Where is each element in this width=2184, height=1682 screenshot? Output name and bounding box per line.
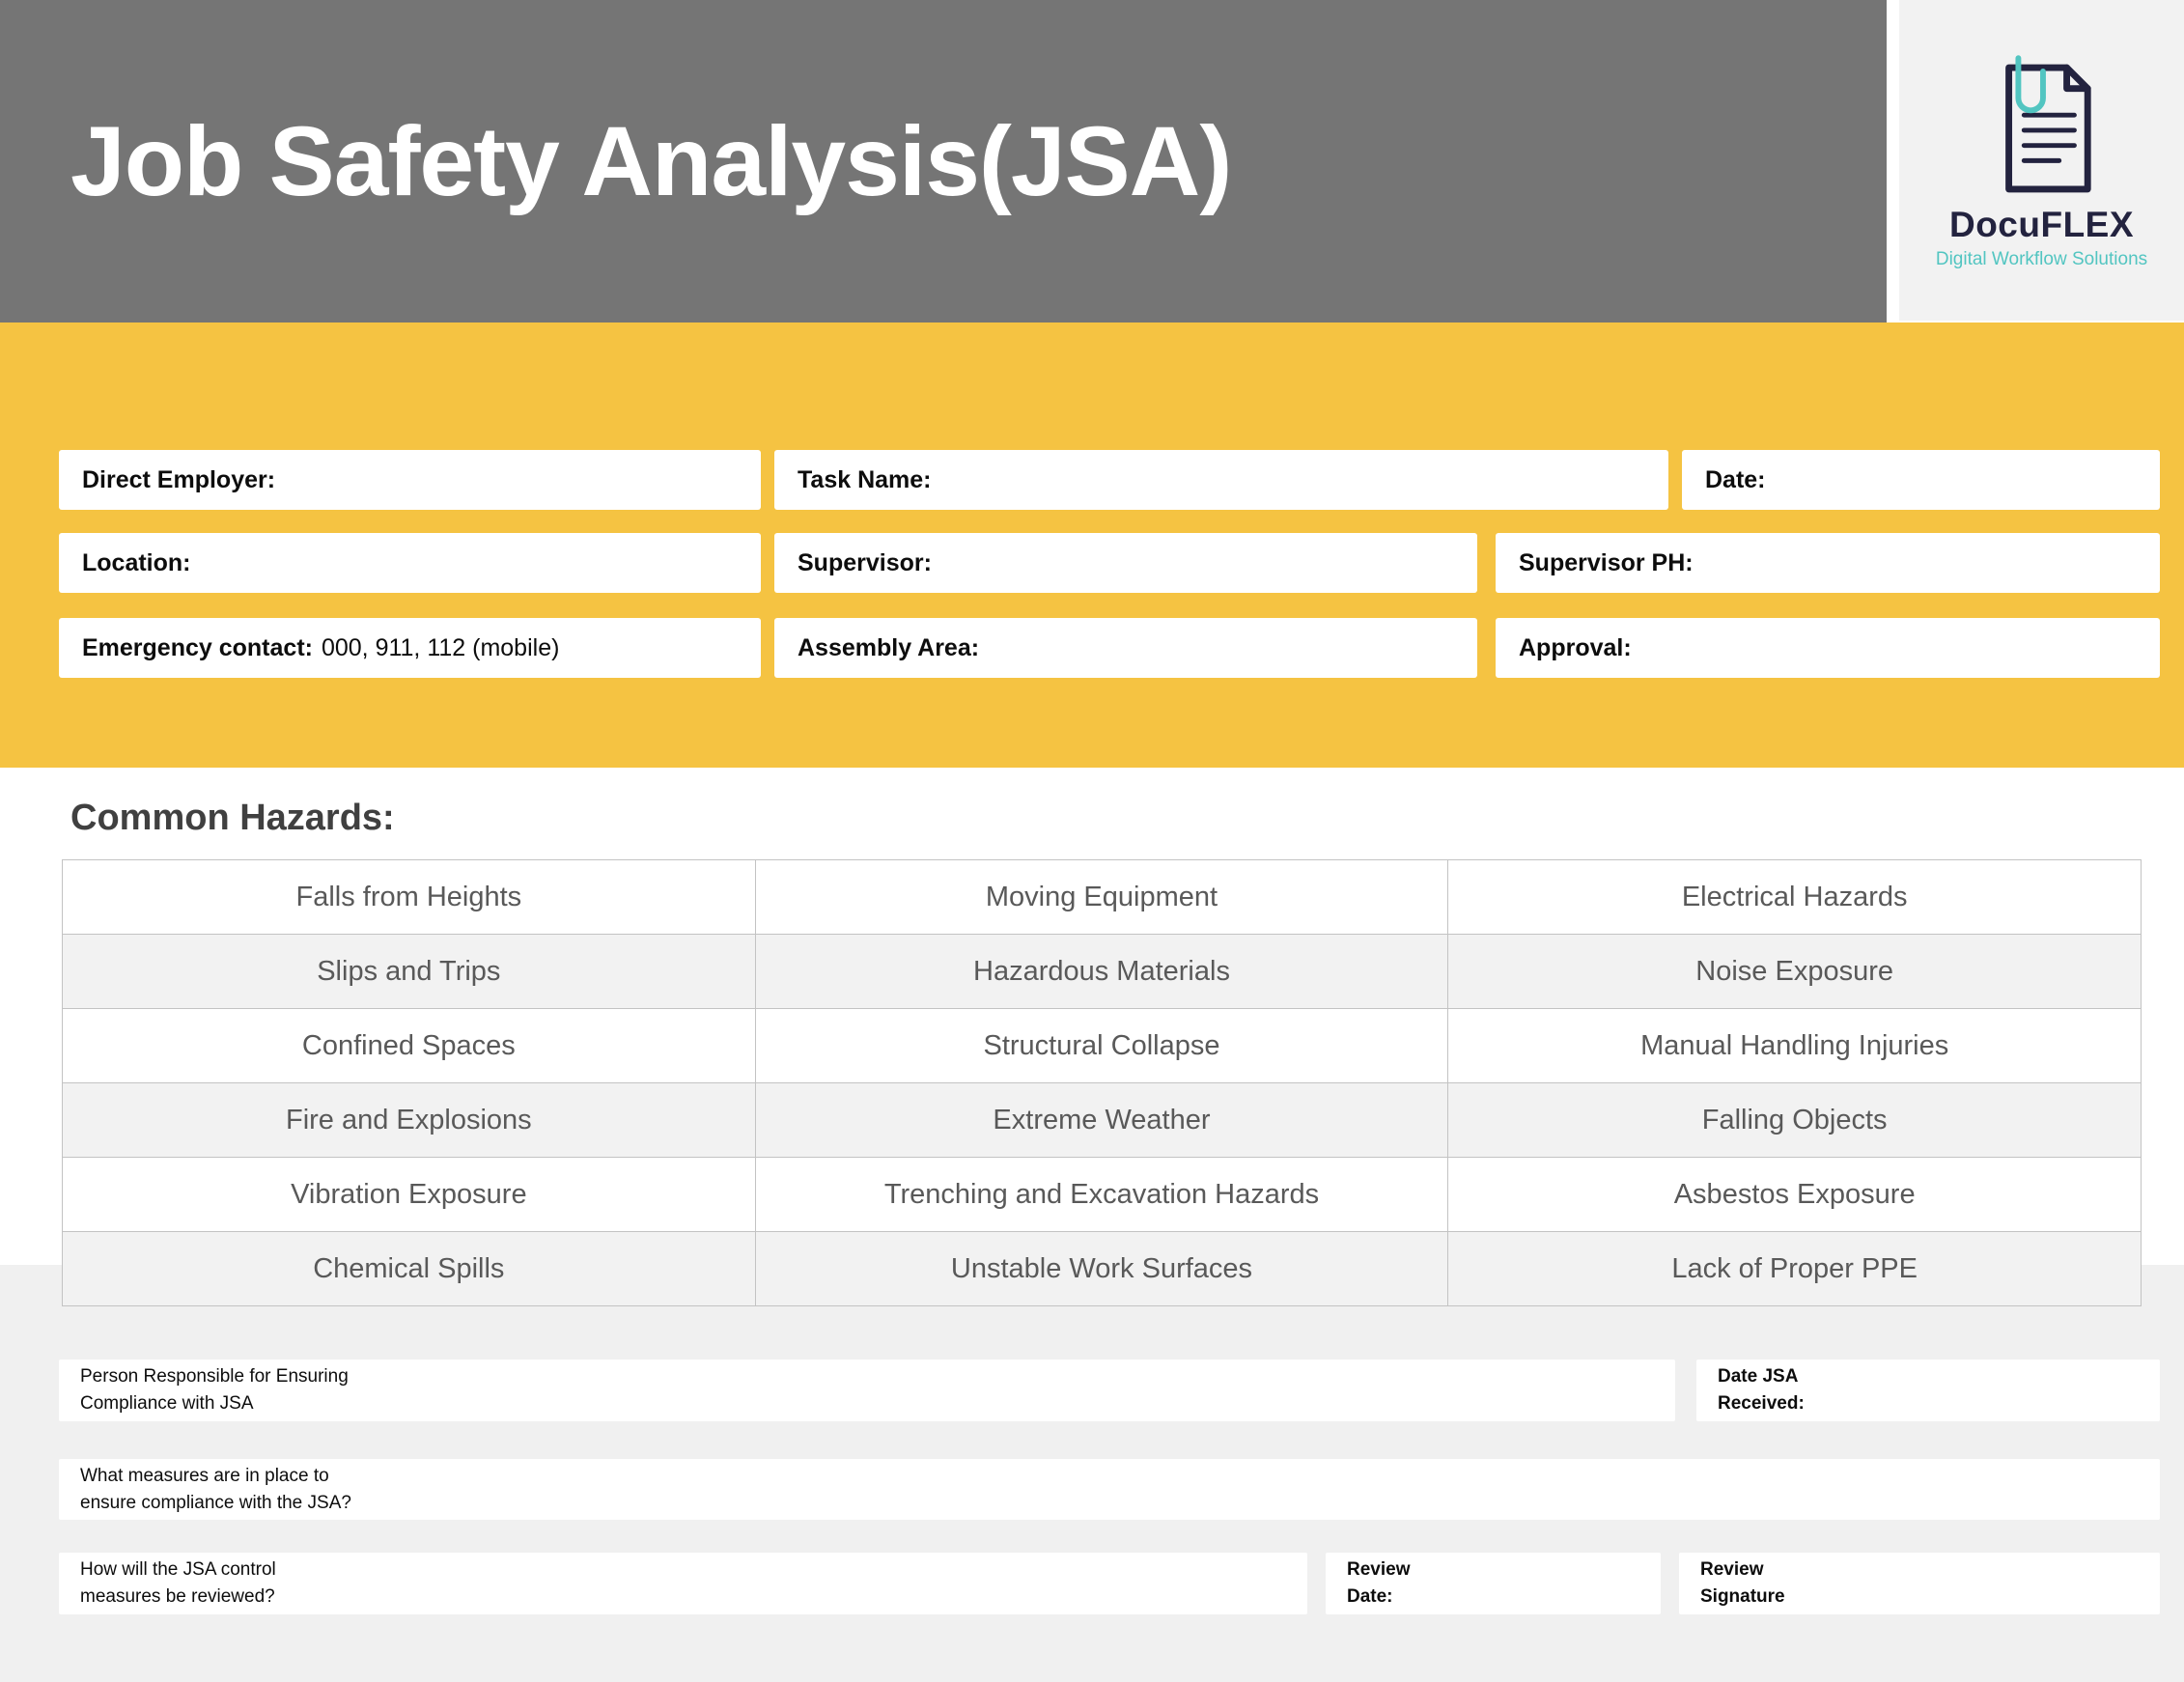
emergency-contact-value: 000, 911, 112 (mobile): [321, 633, 560, 661]
compliance-measures-label-line1: What measures are in place to: [80, 1465, 329, 1486]
header: Job Safety Analysis(JSA): [0, 0, 1887, 322]
hazard-cell: Fire and Explosions: [62, 1082, 756, 1158]
hazard-cell: Unstable Work Surfaces: [754, 1231, 1449, 1306]
hazard-cell: Falling Objects: [1447, 1082, 2142, 1158]
review-method-label-line2: measures be reviewed?: [80, 1586, 275, 1607]
hazard-cell: Structural Collapse: [754, 1008, 1449, 1083]
direct-employer-field[interactable]: Direct Employer:: [59, 450, 761, 510]
brand-tagline: Digital Workflow Solutions: [1935, 249, 2148, 269]
date-label: Date:: [1705, 465, 1766, 493]
person-responsible-label-line1: Person Responsible for Ensuring: [80, 1366, 349, 1388]
person-responsible-field[interactable]: Person Responsible for Ensuring Complian…: [59, 1360, 1675, 1421]
common-hazards-table: Falls from Heights Moving Equipment Elec…: [62, 859, 2142, 1306]
hazard-cell: Moving Equipment: [754, 859, 1449, 935]
date-jsa-received-field[interactable]: Date JSA Received:: [1696, 1360, 2160, 1421]
review-signature-field[interactable]: Review Signature: [1679, 1553, 2160, 1614]
supervisor-label: Supervisor:: [798, 548, 932, 576]
hazard-cell: Electrical Hazards: [1447, 859, 2142, 935]
document-paperclip-icon: [2004, 55, 2091, 193]
emergency-contact-label: Emergency contact:: [82, 633, 313, 661]
hazard-cell: Hazardous Materials: [754, 934, 1449, 1009]
review-method-field[interactable]: How will the JSA control measures be rev…: [59, 1553, 1307, 1614]
hazards-row: Vibration Exposure Trenching and Excavat…: [62, 1157, 2142, 1232]
date-jsa-received-label-line1: Date JSA: [1718, 1366, 1799, 1388]
emergency-contact-field[interactable]: Emergency contact: 000, 911, 112 (mobile…: [59, 618, 761, 678]
compliance-measures-label-line2: ensure compliance with the JSA?: [80, 1492, 351, 1513]
hazards-row: Confined Spaces Structural Collapse Manu…: [62, 1008, 2142, 1083]
hazard-cell: Vibration Exposure: [62, 1157, 756, 1232]
hazard-cell: Extreme Weather: [754, 1082, 1449, 1158]
logo-panel: DocuFLEX Digital Workflow Solutions: [1899, 0, 2184, 321]
assembly-area-label: Assembly Area:: [798, 633, 980, 661]
hazard-cell: Lack of Proper PPE: [1447, 1231, 2142, 1306]
date-jsa-received-label-line2: Received:: [1718, 1393, 1805, 1414]
task-name-label: Task Name:: [798, 465, 932, 493]
review-signature-label-line1: Review: [1700, 1559, 1764, 1581]
common-hazards-heading: Common Hazards:: [70, 798, 395, 838]
hazards-row: Fire and Explosions Extreme Weather Fall…: [62, 1082, 2142, 1158]
hazard-cell: Trenching and Excavation Hazards: [754, 1157, 1449, 1232]
hazard-cell: Falls from Heights: [62, 859, 756, 935]
review-method-label-line1: How will the JSA control: [80, 1559, 276, 1581]
location-label: Location:: [82, 548, 191, 576]
hazard-cell: Chemical Spills: [62, 1231, 756, 1306]
supervisor-ph-field[interactable]: Supervisor PH:: [1496, 533, 2160, 593]
hazard-cell: Noise Exposure: [1447, 934, 2142, 1009]
hazard-cell: Confined Spaces: [62, 1008, 756, 1083]
task-name-field[interactable]: Task Name:: [774, 450, 1668, 510]
compliance-measures-field[interactable]: What measures are in place to ensure com…: [59, 1459, 2160, 1520]
approval-label: Approval:: [1519, 633, 1632, 661]
hazards-row: Slips and Trips Hazardous Materials Nois…: [62, 934, 2142, 1009]
direct-employer-label: Direct Employer:: [82, 465, 276, 493]
review-date-field[interactable]: Review Date:: [1326, 1553, 1661, 1614]
supervisor-ph-label: Supervisor PH:: [1519, 548, 1694, 576]
date-field[interactable]: Date:: [1682, 450, 2160, 510]
review-date-label-line1: Review: [1347, 1559, 1411, 1581]
supervisor-field[interactable]: Supervisor:: [774, 533, 1477, 593]
review-date-label-line2: Date:: [1347, 1586, 1393, 1607]
brand-name: DocuFLEX: [1948, 205, 2135, 244]
hazards-row: Chemical Spills Unstable Work Surfaces L…: [62, 1231, 2142, 1306]
hazard-cell: Asbestos Exposure: [1447, 1157, 2142, 1232]
assembly-area-field[interactable]: Assembly Area:: [774, 618, 1477, 678]
hazard-cell: Manual Handling Injuries: [1447, 1008, 2142, 1083]
hazards-row: Falls from Heights Moving Equipment Elec…: [62, 859, 2142, 935]
person-responsible-label-line2: Compliance with JSA: [80, 1393, 254, 1414]
location-field[interactable]: Location:: [59, 533, 761, 593]
page-title: Job Safety Analysis(JSA): [70, 105, 1232, 216]
approval-field[interactable]: Approval:: [1496, 618, 2160, 678]
hazard-cell: Slips and Trips: [62, 934, 756, 1009]
review-signature-label-line2: Signature: [1700, 1586, 1785, 1607]
